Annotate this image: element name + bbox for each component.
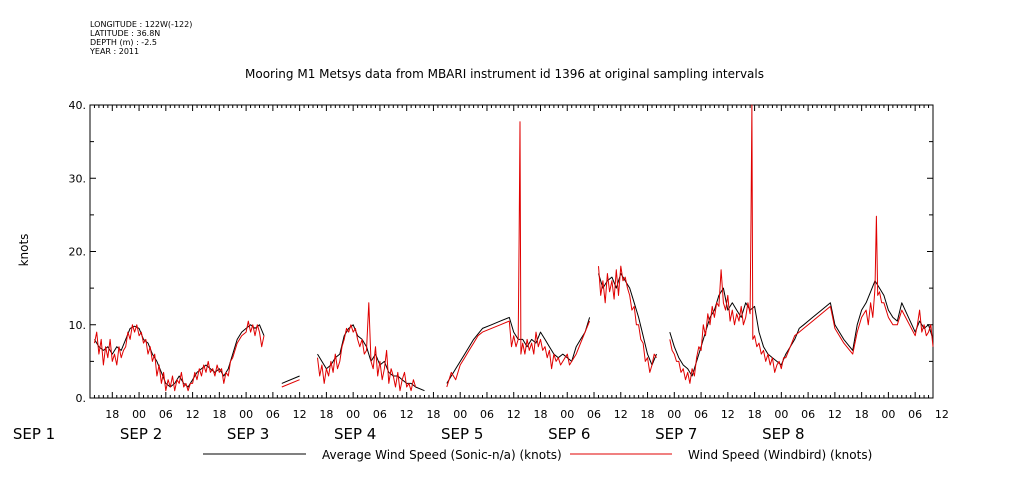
legend: Average Wind Speed (Sonic-n/a) (knots) W…	[203, 448, 872, 462]
x-day-label: SEP 3	[227, 425, 269, 443]
x-hour-label: 12	[935, 408, 949, 421]
x-day-label: SEP 4	[334, 425, 376, 443]
year-text: YEAR : 2011	[90, 47, 140, 56]
x-day-label: SEP 8	[762, 425, 804, 443]
series-line-sonic	[669, 280, 934, 377]
y-tick-label: 30.	[69, 172, 87, 185]
x-hour-label: 00	[667, 408, 681, 421]
series-line-sonic	[446, 316, 591, 384]
x-hour-label: 06	[159, 408, 173, 421]
x-hour-label: 18	[641, 408, 655, 421]
x-day-label: SEP 1	[13, 425, 55, 443]
ticks-layer	[89, 104, 934, 399]
y-tick-label: 40.	[69, 99, 87, 112]
x-hour-label: 06	[908, 408, 922, 421]
x-day-label: SEP 5	[441, 425, 483, 443]
y-tick-label: 10.	[69, 319, 87, 332]
x-hour-label: 00	[132, 408, 146, 421]
x-hour-label: 06	[801, 408, 815, 421]
x-hour-label: 12	[828, 408, 842, 421]
x-hour-label: 12	[186, 408, 200, 421]
x-hour-label: 18	[533, 408, 547, 421]
x-hour-label: 12	[721, 408, 735, 421]
x-hour-label: 00	[453, 408, 467, 421]
longitude-text: LONGITUDE : 122W(-122)	[90, 20, 193, 29]
legend-label-windbird: Wind Speed (Windbird) (knots)	[688, 448, 872, 462]
x-hour-label: 18	[426, 408, 440, 421]
x-hour-label: 06	[266, 408, 280, 421]
plot-frame	[89, 104, 934, 399]
series-line-windbird	[281, 379, 300, 388]
chart-title: Mooring M1 Metsys data from MBARI instru…	[245, 67, 764, 81]
x-hour-label: 18	[319, 408, 333, 421]
x-hour-label: 06	[587, 408, 601, 421]
x-hour-label: 00	[560, 408, 574, 421]
series-line-sonic	[281, 375, 300, 384]
x-hour-label: 00	[881, 408, 895, 421]
x-hour-label: 00	[346, 408, 360, 421]
x-hour-label: 00	[774, 408, 788, 421]
series-line-windbird	[446, 121, 591, 388]
x-hour-label: 06	[373, 408, 387, 421]
legend-label-sonic: Average Wind Speed (Sonic-n/a) (knots)	[322, 448, 562, 462]
series-layer	[94, 104, 934, 392]
x-day-label: SEP 7	[655, 425, 697, 443]
y-tick-label: 0.	[76, 392, 87, 405]
series-line-windbird	[598, 265, 657, 373]
labels-layer: 0. 10. 20. 30. 40. 18 00 06 12 18 00 06 12 18 00 06 12 18…	[13, 99, 949, 443]
series-line-windbird	[94, 320, 265, 392]
x-hour-label: 06	[694, 408, 708, 421]
metadata-block: LONGITUDE : 122W(-122) LATITUDE : 36.8N …	[90, 20, 192, 56]
x-hour-label: 12	[614, 408, 628, 421]
x-day-label: SEP 6	[548, 425, 590, 443]
x-day-label: SEP 2	[120, 425, 162, 443]
x-hour-label: 06	[480, 408, 494, 421]
latitude-text: LATITUDE : 36.8N	[90, 29, 161, 38]
x-hour-label: 12	[507, 408, 521, 421]
x-hour-label: 12	[293, 408, 307, 421]
series-line-sonic	[94, 324, 265, 388]
x-hour-label: 12	[400, 408, 414, 421]
series-line-windbird	[317, 302, 417, 392]
x-hour-label: 00	[239, 408, 253, 421]
x-hour-label: 18	[212, 408, 226, 421]
x-hour-label: 18	[855, 408, 869, 421]
x-hour-label: 18	[105, 408, 119, 421]
series-line-windbird	[669, 104, 934, 384]
y-tick-label: 20.	[69, 246, 87, 259]
x-hour-label: 18	[748, 408, 762, 421]
depth-text: DEPTH (m) : -2.5	[90, 38, 157, 47]
